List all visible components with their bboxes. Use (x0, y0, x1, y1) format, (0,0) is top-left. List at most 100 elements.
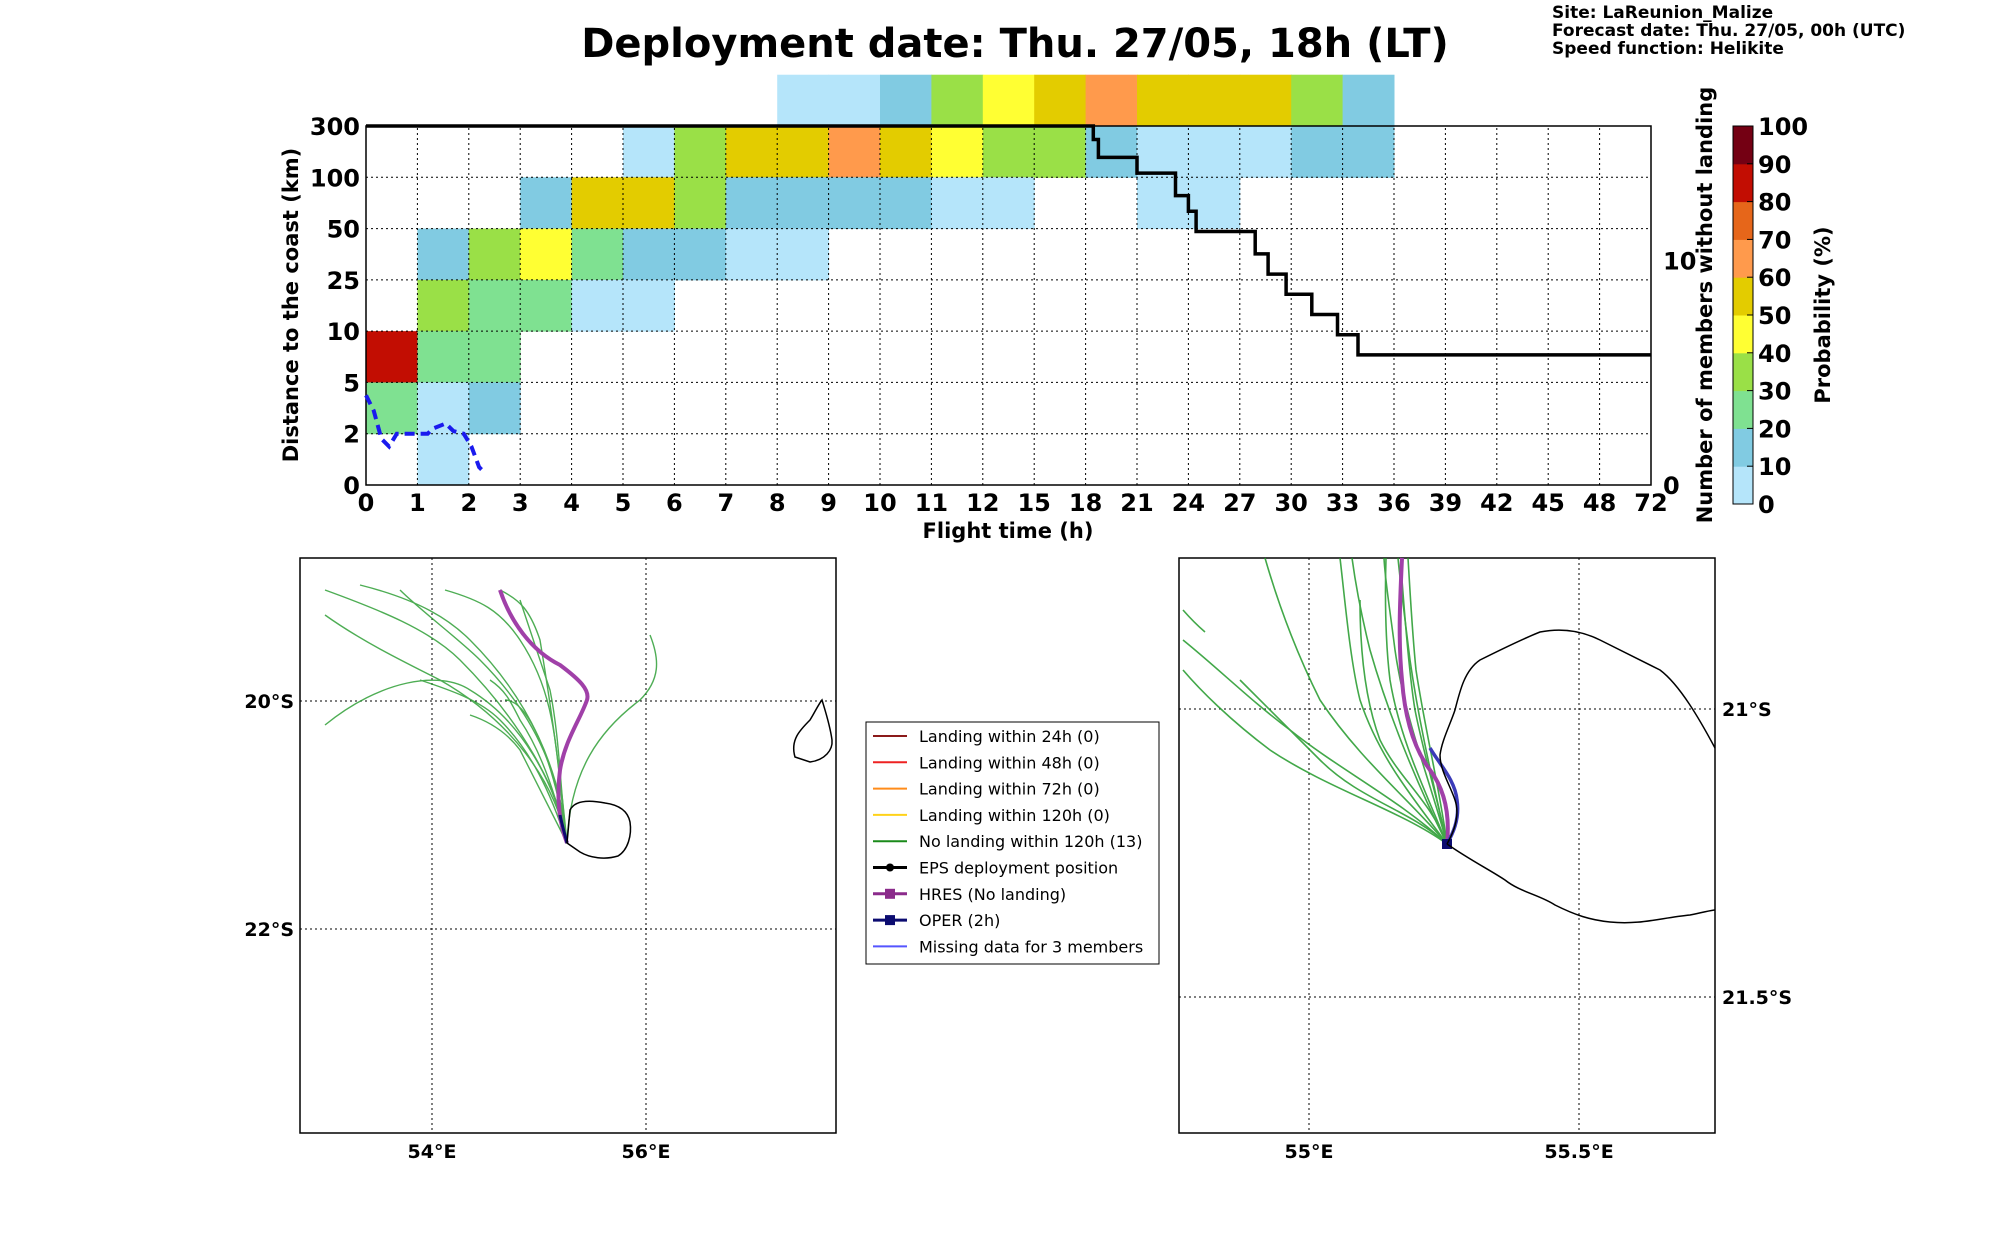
y-tick-label: 300 (310, 113, 360, 141)
heatmap-cell (982, 74, 1035, 127)
x-tick-label: 3 (512, 489, 529, 517)
heatmap-cell (1137, 126, 1189, 178)
heatmap-cell (520, 279, 573, 332)
heatmap-cell (880, 74, 932, 127)
map-right-hres-track (1397, 557, 1450, 845)
colorbar-swatch (1733, 428, 1753, 467)
x-tick-label: 48 (1583, 489, 1616, 517)
heatmap-cell (520, 177, 573, 230)
y2-tick-label: 0 (1663, 472, 1680, 500)
x-tick-label: 8 (769, 489, 786, 517)
colorbar-tick-label: 20 (1758, 415, 1791, 443)
colorbar-swatch (1733, 239, 1753, 278)
legend-marker (886, 863, 894, 872)
colorbar-swatches (1733, 126, 1753, 505)
y2-axis-label: Number of members without landing (1693, 87, 1717, 524)
x-tick-label: 4 (563, 489, 580, 517)
heatmap-cell (417, 279, 470, 332)
heatmap-cell (1291, 126, 1344, 178)
map-right-coast-north (1439, 629, 1716, 845)
map-right: 55°E 55.5°E 21°S 21.5°S (1178, 557, 1792, 1163)
heatmap-cell (571, 177, 624, 230)
colorbar-swatch (1733, 126, 1753, 165)
x-tick-label: 15 (1017, 489, 1050, 517)
heatmap-cell (725, 228, 778, 281)
heatmap-grid (366, 126, 1651, 485)
heatmap-cell (828, 126, 881, 178)
heatmap-cell (1342, 74, 1395, 127)
legend-marker (885, 888, 895, 899)
map-right-lat-label: 21°S (1722, 699, 1772, 721)
colorbar-tick-label: 0 (1758, 491, 1775, 519)
heatmap-cell (777, 74, 830, 127)
heatmap-cell (571, 228, 624, 281)
heatmap-cell (1239, 126, 1292, 178)
x-tick-label: 12 (966, 489, 999, 517)
map-left-mauritius-coast (793, 698, 833, 763)
colorbar-swatch (1733, 466, 1753, 505)
map-right-coast-south (1446, 843, 1716, 924)
heatmap-cell (777, 177, 830, 230)
heatmap-cell (1188, 74, 1241, 127)
y2-tick-label: 10 (1663, 248, 1696, 276)
heatmap-cell (1137, 177, 1189, 230)
y-tick-label: 10 (327, 318, 360, 346)
colorbar-ticks: 0 10 20 30 40 50 60 70 80 90 100 (1747, 113, 1808, 519)
colorbar-tick-label: 60 (1758, 264, 1791, 292)
legend-frame (865, 721, 1160, 965)
colorbar-swatch (1733, 315, 1753, 354)
colorbar-tick-label: 40 (1758, 340, 1791, 368)
heatmap-cell (1291, 74, 1344, 127)
probability-heatmap: 0 1 2 3 4 5 6 7 8 9 10 11 12 15 18 21 24 27 30 33 36 39 42 45 48… (279, 74, 1717, 543)
heatmap-cell (417, 331, 470, 383)
heatmap-cell (1034, 126, 1087, 178)
colorbar-swatch (1733, 277, 1753, 316)
heatmap-cell (931, 177, 984, 230)
colorbar-swatch (1733, 390, 1753, 429)
x-tick-label: 9 (820, 489, 837, 517)
colorbar-swatch (1733, 163, 1753, 203)
legend-label: HRES (No landing) (919, 885, 1066, 904)
y-tick-label: 25 (327, 267, 360, 295)
legend: Landing within 24h (0) Landing within 48h… (865, 721, 1160, 965)
colorbar-tick-label: 70 (1758, 226, 1791, 254)
heatmap-cell (623, 228, 675, 281)
heatmap-cell (674, 177, 727, 230)
map-left-ticks: 54°E 56°E 20°S 22°S (244, 691, 670, 1163)
legend-items: Landing within 24h (0) Landing within 48h… (873, 727, 1143, 956)
map-right-lon-label: 55°E (1285, 1141, 1334, 1163)
page-title: Deployment date: Thu. 27/05, 18h (LT) (581, 21, 1449, 67)
heatmap-cell (366, 331, 418, 383)
legend-label: Missing data for 3 members (919, 937, 1143, 956)
heatmap-cell (1085, 74, 1138, 127)
legend-label: OPER (2h) (919, 911, 1000, 930)
y-tick-label: 100 (310, 164, 360, 192)
map-left-lat-label: 22°S (244, 919, 294, 941)
heatmap-cell (777, 228, 830, 281)
x-tick-label: 72 (1634, 489, 1667, 517)
colorbar: 0 10 20 30 40 50 60 70 80 90 100 Probability (%) (1732, 113, 1835, 519)
heatmap-cell (1188, 126, 1241, 178)
y-tick-label: 50 (327, 216, 360, 244)
x-tick-label: 39 (1429, 489, 1462, 517)
colorbar-tick-label: 100 (1758, 113, 1808, 141)
x-tick-label: 2 (460, 489, 477, 517)
y-axis-label: Distance to the coast (km) (279, 148, 303, 463)
map-left-frame (299, 557, 837, 1134)
heatmap-cell (982, 177, 1035, 230)
heatmap-cell (1342, 126, 1395, 178)
x-tick-label: 6 (666, 489, 683, 517)
heatmap-cell (880, 126, 932, 178)
heatmap-cell (468, 279, 521, 332)
map-right-graticule (1179, 558, 1715, 1133)
legend-marker (885, 915, 895, 926)
heatmap-cell (1034, 74, 1087, 127)
x-tick-label: 10 (863, 489, 896, 517)
heatmap-cell (520, 228, 573, 281)
map-left-lon-label: 56°E (622, 1141, 671, 1163)
legend-label: Landing within 72h (0) (919, 780, 1100, 799)
colorbar-swatch (1733, 352, 1753, 392)
heatmap-cell (468, 228, 521, 281)
heatmap-cells (366, 74, 1395, 486)
